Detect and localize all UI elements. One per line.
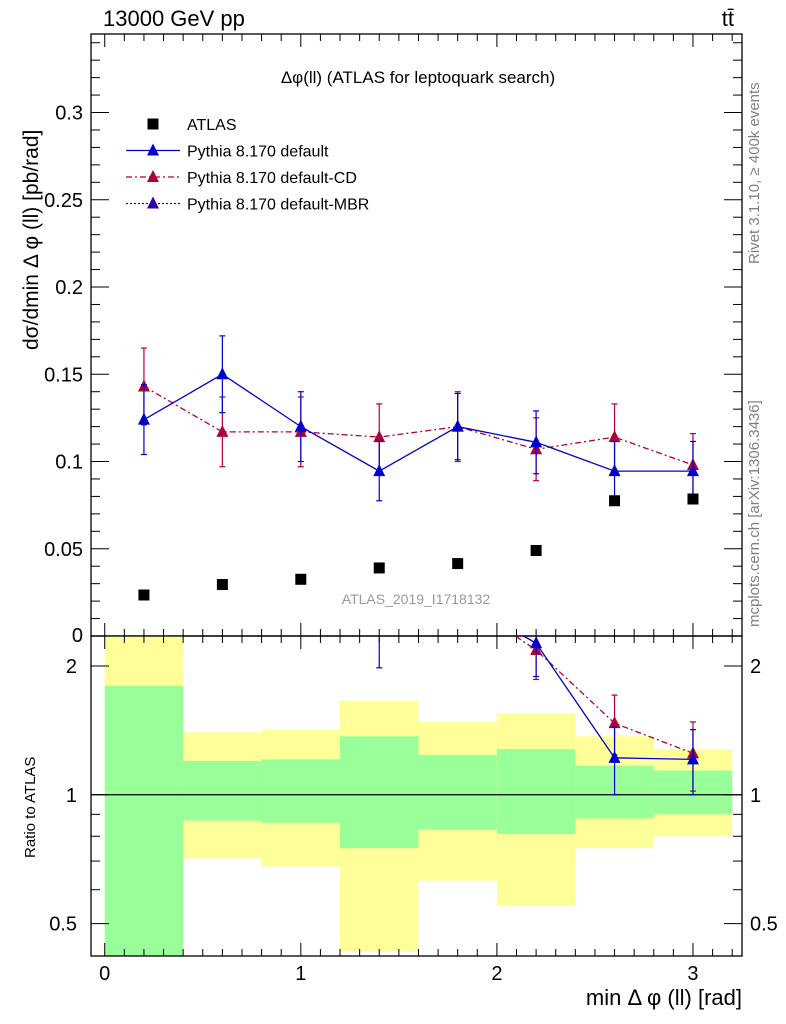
atlas-point: [687, 493, 699, 505]
x-tick-label: 1: [295, 963, 306, 985]
inner-band-4: [418, 754, 497, 830]
atlas-point: [609, 495, 621, 507]
y-origin-label: 0: [72, 625, 83, 647]
ratio-y-tick-label-right: 0.5: [750, 914, 778, 936]
ratio-y-axis-label: Ratio to ATLAS: [22, 756, 39, 858]
uncertainty-bands: [104, 636, 733, 956]
legend-label: Pythia 8.170 default: [187, 144, 329, 161]
atlas-point: [138, 589, 150, 601]
atlas-point: [530, 544, 542, 556]
y-tick-label: 0.25: [44, 190, 83, 212]
y-tick-label: 0.2: [55, 277, 83, 299]
ratio-y-tick-label: 1: [66, 785, 77, 807]
inner-band-2: [261, 759, 341, 823]
series-1-point: [608, 464, 621, 477]
analysis-watermark: ATLAS_2019_I1718132: [342, 591, 491, 607]
chart-title: Δφ(ll) (ATLAS for leptoquark search): [281, 68, 555, 87]
legend-label: ATLAS: [187, 117, 237, 134]
atlas-point: [216, 579, 228, 591]
series-1-point: [137, 412, 150, 425]
ratio-1-point: [608, 716, 621, 729]
y-tick-label: 0.15: [44, 364, 83, 386]
ratio-y-tick-label: 0.5: [49, 914, 77, 936]
legend-label: Pythia 8.170 default-CD: [187, 170, 357, 187]
series-1-point: [216, 367, 229, 380]
ratio-frame: [90, 635, 743, 957]
legend-marker-atlas: [147, 118, 159, 130]
y-axis-label: dσ/dmin Δ φ (ll) [pb/rad]: [20, 129, 43, 350]
inner-band-5: [496, 748, 576, 834]
ratio-data: [376, 636, 699, 796]
ratio-y-tick-label: 2: [66, 656, 77, 678]
atlas-point: [373, 562, 385, 574]
y-tick-label: 0.1: [55, 452, 83, 474]
inner-band-1: [183, 760, 262, 821]
x-tick-label: 0: [99, 963, 110, 985]
header-energy-label: 13000 GeV pp: [103, 6, 245, 31]
main-panel: 0.05 0.1 0.15 0.2 0.25 0.3 0 Δφ(ll) (ATLAS for …: [44, 33, 743, 647]
series-1-point: [373, 464, 386, 477]
legend-marker-3: [147, 196, 159, 209]
rivet-version-label: Rivet 3.1.10, ≥ 400k events: [746, 82, 763, 264]
series-line-2: [143, 385, 694, 466]
x-tick-label: 3: [687, 963, 698, 985]
series-1-point: [294, 419, 307, 432]
ratio-y-tick-label-right: 1: [750, 785, 761, 807]
x-tick-label: 2: [491, 963, 502, 985]
atlas-point: [452, 558, 464, 570]
mcplots-label: mcplots.cern.ch [arXiv:1306.3436]: [746, 400, 763, 627]
main-data: [137, 335, 699, 601]
series-line-1: [143, 373, 693, 472]
y-tick-label: 0.3: [55, 103, 83, 125]
y-tick-label: 0.05: [44, 539, 83, 561]
legend-marker-1: [147, 143, 159, 156]
series-1-point: [530, 435, 543, 448]
inner-band-3: [340, 736, 419, 849]
series-2-point: [373, 430, 386, 443]
legend-label: Pythia 8.170 default-MBR: [187, 197, 369, 214]
ratio-y-tick-label-right: 2: [750, 656, 761, 678]
series-2-point: [608, 430, 621, 443]
ratio-0-point: [530, 636, 543, 649]
inner-band-0: [104, 685, 184, 956]
ratio-0-point: [608, 750, 621, 763]
legend: ATLAS Pythia 8.170 default Pythia 8.170 de…: [126, 117, 369, 214]
series-1-point: [451, 419, 464, 432]
header-process-label: tt̄: [721, 6, 734, 31]
ratio-0-point: [686, 752, 699, 765]
ratio-line-1: [514, 636, 694, 754]
series-2-point: [216, 424, 229, 437]
ratio-panel: 0 1 2 3 0.5 0.5 1 1 2 2: [49, 635, 778, 985]
series-1-point: [686, 464, 699, 477]
legend-marker-2: [147, 170, 159, 182]
atlas-point: [295, 573, 307, 585]
x-axis-label: min Δ φ (ll) [rad]: [585, 985, 742, 1010]
